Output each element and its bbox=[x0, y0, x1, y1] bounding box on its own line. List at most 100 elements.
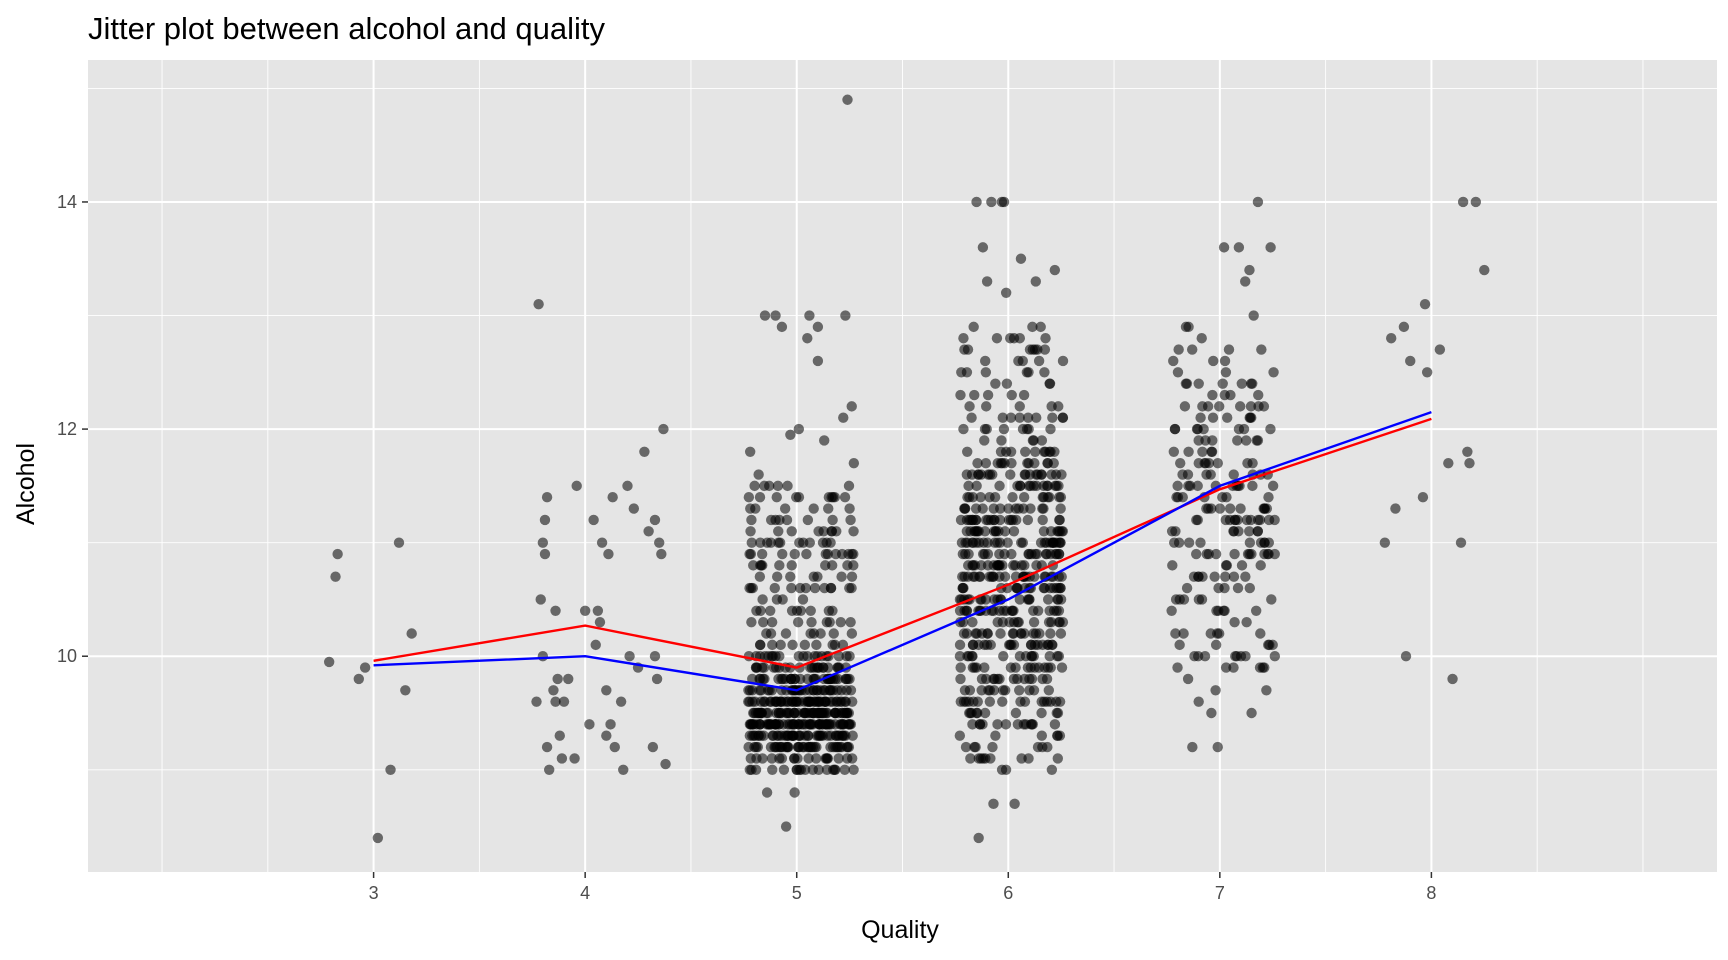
data-point bbox=[1470, 196, 1482, 208]
data-point bbox=[823, 503, 834, 514]
data-point bbox=[844, 503, 855, 514]
data-point bbox=[780, 628, 792, 639]
data-point bbox=[830, 764, 841, 775]
data-point bbox=[759, 696, 771, 707]
data-point bbox=[1180, 378, 1192, 389]
data-point bbox=[1026, 673, 1038, 685]
data-point bbox=[1252, 526, 1263, 537]
data-point bbox=[834, 730, 845, 741]
data-point bbox=[1220, 571, 1231, 582]
data-point bbox=[1212, 457, 1223, 469]
jitter-points bbox=[323, 94, 1490, 844]
data-point bbox=[1246, 412, 1257, 423]
data-point bbox=[989, 492, 1001, 503]
x-tick-label: 5 bbox=[792, 883, 802, 903]
y-axis-title: Alcohol bbox=[12, 443, 40, 525]
data-point bbox=[1008, 673, 1020, 685]
data-point bbox=[1035, 321, 1046, 333]
data-point bbox=[797, 594, 809, 605]
data-point bbox=[1241, 616, 1252, 628]
data-point bbox=[1268, 367, 1279, 378]
data-point bbox=[1197, 446, 1208, 458]
data-point bbox=[985, 514, 997, 526]
data-point bbox=[1056, 526, 1068, 537]
data-point bbox=[1039, 696, 1050, 707]
data-point bbox=[979, 526, 991, 537]
data-point bbox=[975, 492, 986, 503]
data-point bbox=[550, 605, 561, 616]
data-point bbox=[1252, 514, 1264, 526]
data-point bbox=[745, 753, 756, 764]
data-point bbox=[841, 707, 853, 719]
data-point bbox=[773, 526, 784, 537]
data-point bbox=[782, 480, 793, 492]
data-point bbox=[964, 492, 975, 503]
data-point bbox=[1209, 571, 1220, 582]
data-point bbox=[1193, 594, 1205, 605]
data-point bbox=[1174, 639, 1185, 651]
data-point bbox=[848, 526, 859, 537]
data-point bbox=[976, 628, 988, 639]
data-point bbox=[552, 673, 563, 685]
data-point bbox=[601, 730, 612, 741]
data-point bbox=[1052, 753, 1063, 764]
data-point bbox=[406, 628, 417, 639]
data-point bbox=[820, 560, 831, 571]
data-point bbox=[1008, 639, 1020, 651]
data-point bbox=[1244, 264, 1255, 276]
data-point bbox=[607, 492, 618, 503]
data-point bbox=[828, 628, 839, 639]
data-point bbox=[774, 560, 785, 571]
data-point bbox=[843, 719, 854, 730]
data-point bbox=[1229, 616, 1240, 628]
x-tick-label: 4 bbox=[580, 883, 590, 903]
data-point bbox=[840, 310, 851, 321]
data-point bbox=[1240, 276, 1251, 287]
data-point bbox=[1464, 457, 1475, 469]
x-tick-label: 3 bbox=[369, 883, 379, 903]
data-point bbox=[1447, 673, 1458, 685]
data-point bbox=[1172, 367, 1184, 378]
data-point bbox=[847, 730, 858, 741]
data-point bbox=[829, 492, 841, 503]
data-point bbox=[999, 685, 1011, 696]
data-point bbox=[1045, 423, 1056, 435]
data-point bbox=[1259, 537, 1270, 548]
data-point bbox=[1217, 378, 1228, 389]
data-point bbox=[1053, 401, 1064, 412]
y-tick-label: 12 bbox=[57, 419, 77, 439]
data-point bbox=[1191, 548, 1202, 560]
data-point bbox=[802, 514, 814, 526]
data-point bbox=[1025, 662, 1037, 673]
data-point bbox=[767, 639, 778, 651]
data-point bbox=[1195, 537, 1206, 548]
data-point bbox=[1193, 696, 1204, 707]
data-point bbox=[1017, 355, 1028, 367]
data-point bbox=[1044, 378, 1056, 389]
data-point bbox=[1390, 503, 1401, 514]
data-point bbox=[1053, 537, 1065, 548]
data-point bbox=[1038, 526, 1050, 537]
data-point bbox=[1248, 310, 1259, 321]
data-point bbox=[743, 696, 754, 707]
data-point bbox=[846, 582, 857, 594]
data-point bbox=[1045, 628, 1056, 639]
data-point bbox=[558, 696, 570, 707]
data-point bbox=[1267, 480, 1279, 492]
data-point bbox=[824, 616, 835, 628]
data-point bbox=[770, 310, 781, 321]
data-point bbox=[1193, 571, 1204, 582]
data-point bbox=[787, 639, 798, 651]
data-point bbox=[1057, 355, 1069, 367]
data-point bbox=[1043, 616, 1055, 628]
data-point bbox=[1007, 628, 1019, 639]
data-point bbox=[1014, 594, 1026, 605]
data-point bbox=[789, 548, 800, 560]
data-point bbox=[770, 707, 782, 719]
data-point bbox=[981, 401, 992, 412]
data-point bbox=[746, 537, 757, 548]
data-point bbox=[649, 651, 661, 662]
data-point bbox=[780, 821, 792, 832]
data-point bbox=[1041, 480, 1053, 492]
